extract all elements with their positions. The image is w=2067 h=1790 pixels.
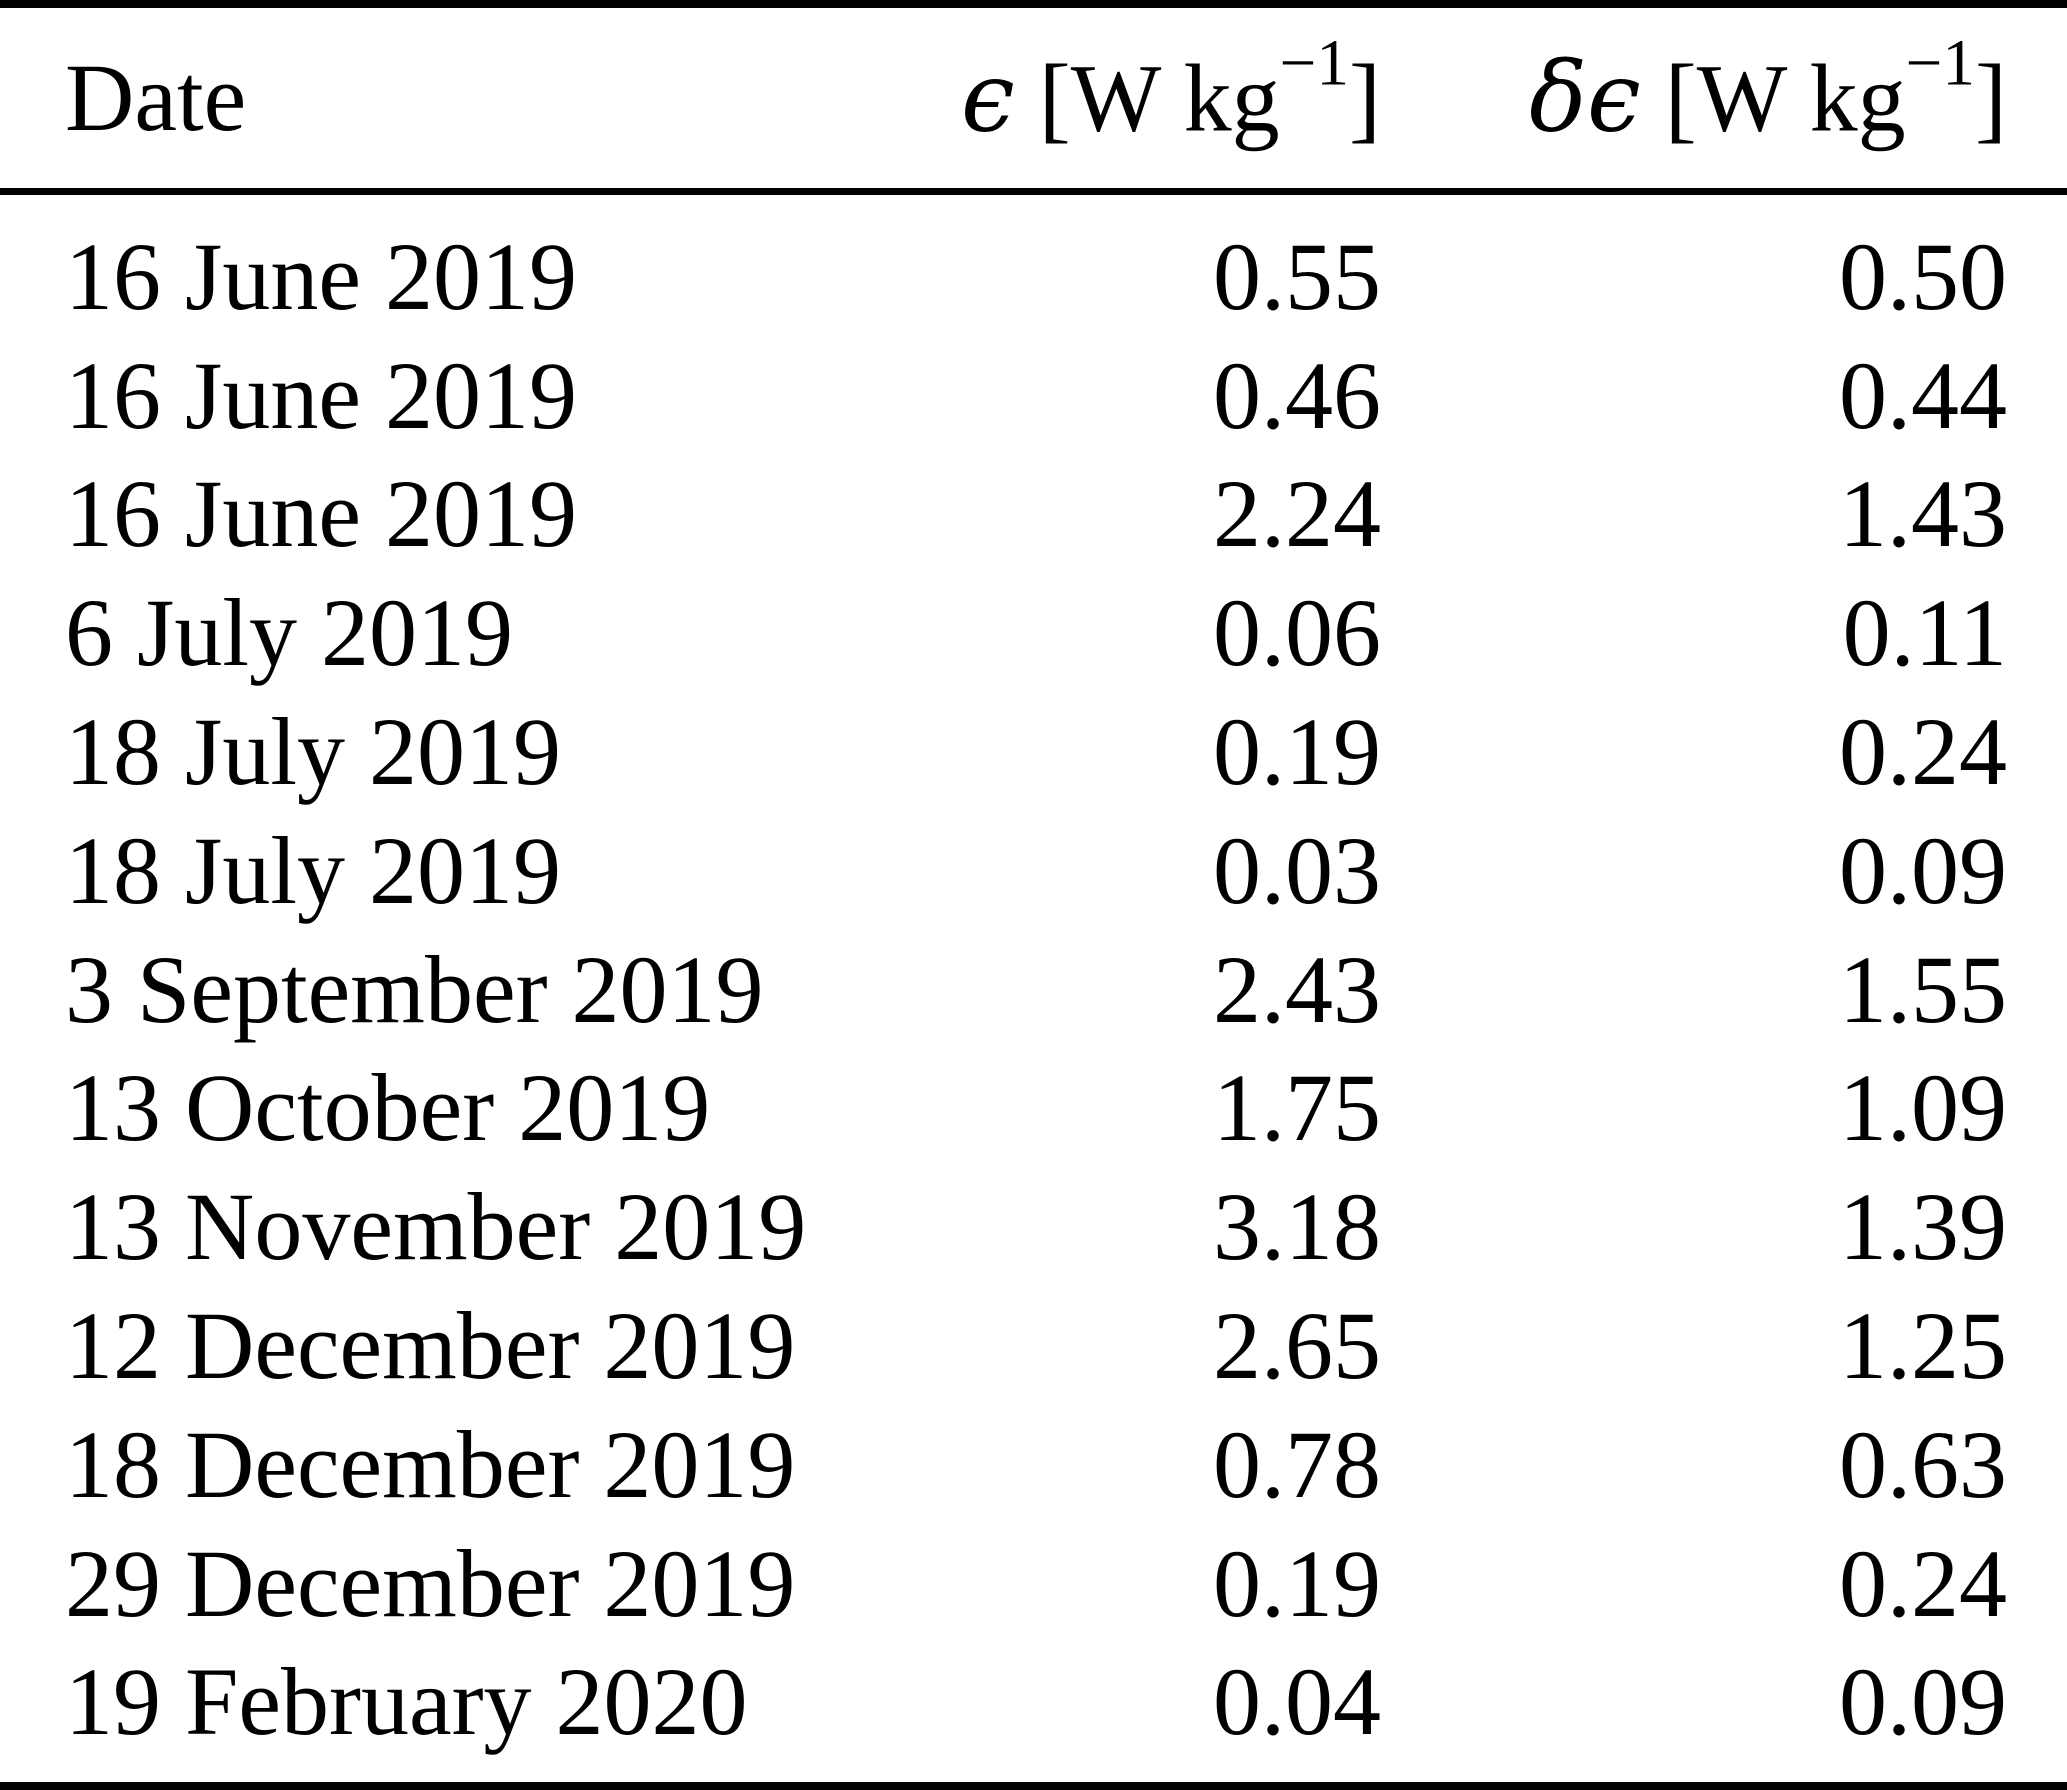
table-row: 16 June 2019 2.24 1.43 xyxy=(0,455,2067,574)
date-cell: 29 December 2019 xyxy=(65,1529,796,1637)
epsilon-symbol: ϵ xyxy=(960,41,1015,154)
table-top-rule xyxy=(0,0,2067,8)
delta-epsilon-value: 0.63 xyxy=(1839,1410,2007,1518)
table-row: 6 July 2019 0.06 0.11 xyxy=(0,574,2067,693)
epsilon-value: 0.04 xyxy=(1213,1648,1381,1756)
delta-epsilon-value: 1.09 xyxy=(1839,1054,2007,1162)
column-header-delta-epsilon: δϵ [W kg−1] xyxy=(1529,28,2007,154)
epsilon-value: 3.18 xyxy=(1213,1173,1381,1281)
table-row: 18 December 2019 0.78 0.63 xyxy=(0,1405,2067,1524)
delta-epsilon-value: 1.25 xyxy=(1839,1291,2007,1399)
date-cell: 18 December 2019 xyxy=(65,1410,796,1518)
delta-epsilon-value: 0.44 xyxy=(1839,341,2007,449)
epsilon-unit-close: ] xyxy=(1349,44,1381,152)
epsilon-value: 0.46 xyxy=(1213,341,1381,449)
delta-epsilon-value: 0.24 xyxy=(1839,697,2007,805)
table-header-row: Date ϵ [W kg−1] δϵ [W kg−1] xyxy=(0,8,2067,188)
date-cell: 18 July 2019 xyxy=(65,816,562,924)
date-cell: 12 December 2019 xyxy=(65,1291,796,1399)
delta-epsilon-unit-exponent: −1 xyxy=(1905,27,1976,100)
epsilon-value: 0.03 xyxy=(1213,816,1381,924)
epsilon-unit-exponent: −1 xyxy=(1279,27,1350,100)
table-body: 16 June 2019 0.55 0.50 16 June 2019 0.46… xyxy=(0,195,2067,1782)
table-row: 13 October 2019 1.75 1.09 xyxy=(0,1049,2067,1168)
table-row: 3 September 2019 2.43 1.55 xyxy=(0,930,2067,1049)
table-row: 16 June 2019 0.46 0.44 xyxy=(0,336,2067,455)
delta-epsilon-unit-close: ] xyxy=(1975,44,2007,152)
table-row: 18 July 2019 0.03 0.09 xyxy=(0,811,2067,930)
epsilon-unit-open: [W kg xyxy=(1014,44,1280,152)
table-row: 12 December 2019 2.65 1.25 xyxy=(0,1287,2067,1406)
delta-epsilon-value: 1.39 xyxy=(1839,1173,2007,1281)
epsilon-value: 0.19 xyxy=(1213,697,1381,805)
epsilon-value: 0.55 xyxy=(1213,222,1381,330)
epsilon-value: 1.75 xyxy=(1213,1054,1381,1162)
date-cell: 16 June 2019 xyxy=(65,460,577,568)
date-cell: 16 June 2019 xyxy=(65,341,577,449)
date-cell: 13 November 2019 xyxy=(65,1173,807,1281)
date-cell: 16 June 2019 xyxy=(65,222,577,330)
date-cell: 13 October 2019 xyxy=(65,1054,711,1162)
date-cell: 19 February 2020 xyxy=(65,1648,748,1756)
epsilon-value: 2.24 xyxy=(1213,460,1381,568)
delta-epsilon-value: 0.09 xyxy=(1839,816,2007,924)
table-row: 13 November 2019 3.18 1.39 xyxy=(0,1168,2067,1287)
table-bottom-rule xyxy=(0,1782,2067,1790)
date-cell: 6 July 2019 xyxy=(65,579,514,687)
table-row: 18 July 2019 0.19 0.24 xyxy=(0,693,2067,812)
date-cell: 3 September 2019 xyxy=(65,935,764,1043)
table-row: 16 June 2019 0.55 0.50 xyxy=(0,218,2067,337)
table-header-rule xyxy=(0,188,2067,195)
date-cell: 18 July 2019 xyxy=(65,697,562,805)
table-row: 19 February 2020 0.04 0.09 xyxy=(0,1643,2067,1762)
delta-epsilon-value: 1.43 xyxy=(1839,460,2007,568)
epsilon-value: 0.06 xyxy=(1213,579,1381,687)
epsilon-value: 2.65 xyxy=(1213,1291,1381,1399)
table-row: 29 December 2019 0.19 0.24 xyxy=(0,1524,2067,1643)
delta-epsilon-value: 0.50 xyxy=(1839,222,2007,330)
epsilon-value: 0.78 xyxy=(1213,1410,1381,1518)
delta-epsilon-value: 1.55 xyxy=(1839,935,2007,1043)
column-header-date: Date xyxy=(65,43,247,151)
delta-epsilon-value: 0.11 xyxy=(1842,579,2007,687)
column-header-epsilon: ϵ [W kg−1] xyxy=(960,28,1381,154)
delta-epsilon-value: 0.09 xyxy=(1839,1648,2007,1756)
delta-epsilon-symbol: δϵ xyxy=(1529,41,1641,154)
delta-epsilon-unit-open: [W kg xyxy=(1640,44,1906,152)
epsilon-value: 0.19 xyxy=(1213,1529,1381,1637)
delta-epsilon-value: 0.24 xyxy=(1839,1529,2007,1637)
epsilon-value: 2.43 xyxy=(1213,935,1381,1043)
